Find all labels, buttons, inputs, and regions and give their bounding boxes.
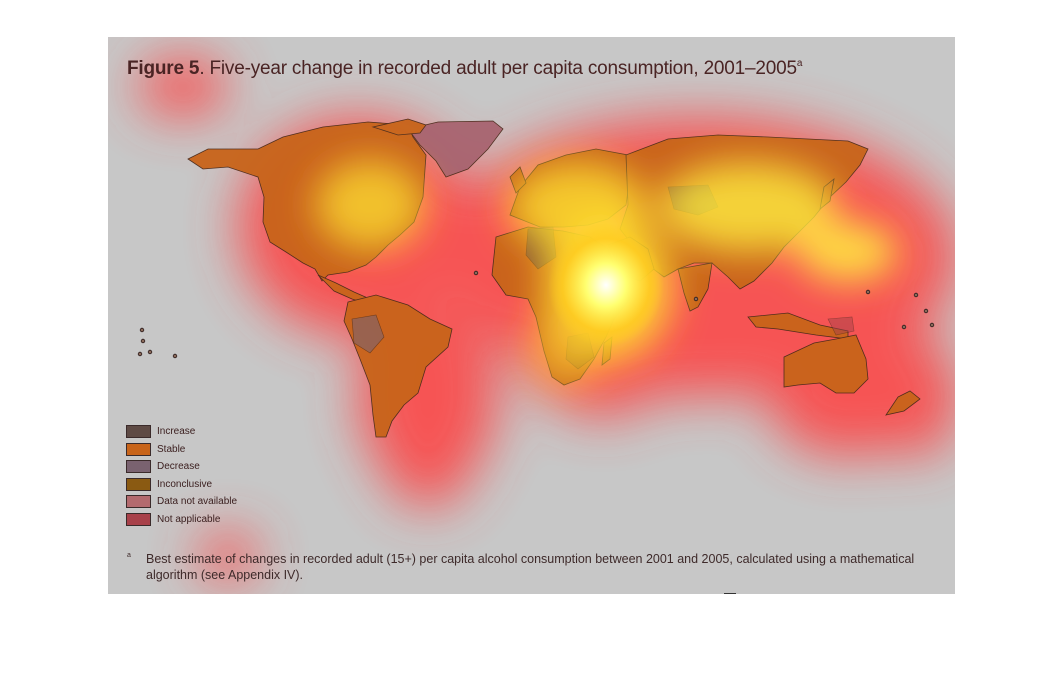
map-figure: Figure 5. Five-year change in recorded a… [108, 37, 955, 594]
legend-swatch [126, 512, 151, 526]
new-zealand [885, 390, 921, 416]
legend-item-decrease: Decrease [126, 458, 237, 476]
legend-label: Stable [157, 443, 186, 455]
legend-item-stable: Stable [126, 441, 237, 459]
australia [783, 334, 869, 394]
footnote: a Best estimate of changes in recorded a… [127, 551, 942, 583]
divider-line [724, 593, 736, 594]
legend-label: Inconclusive [157, 478, 213, 490]
legend-swatch [126, 477, 151, 491]
figure-title-text: . Five-year change in recorded adult per… [199, 58, 797, 79]
india [677, 262, 713, 312]
legend-label: Not applicable [157, 513, 221, 525]
footnote-text: Best estimate of changes in recorded adu… [146, 552, 915, 582]
canada-islands [371, 118, 427, 136]
figure-title: Figure 5. Five-year change in recorded a… [127, 58, 802, 80]
legend: Increase Stable Decrease Inconclusive Da… [126, 423, 237, 528]
legend-swatch [126, 425, 151, 439]
legend-swatch [126, 460, 151, 474]
legend-label: Data not available [157, 496, 238, 508]
greenland [407, 120, 504, 178]
legend-label: Increase [157, 426, 196, 438]
legend-label: Decrease [157, 461, 200, 473]
figure-title-label: Figure 5 [127, 58, 200, 79]
legend-swatch [126, 442, 151, 456]
figure-title-footnote-ref: a [796, 58, 803, 69]
heatmap-peak [548, 223, 664, 347]
island-markers [137, 270, 935, 359]
legend-swatch [126, 495, 151, 509]
footnote-mark: a [127, 552, 131, 559]
legend-item-not-applicable: Not applicable [126, 511, 237, 529]
legend-item-data-not-available: Data not available [126, 493, 237, 511]
legend-item-inconclusive: Inconclusive [126, 476, 237, 494]
legend-item-increase: Increase [126, 423, 237, 441]
world-map [137, 57, 955, 582]
